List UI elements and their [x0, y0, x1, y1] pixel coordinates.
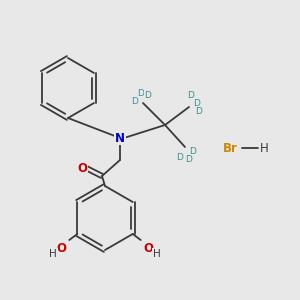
Text: O: O: [77, 161, 87, 175]
Text: D: D: [138, 88, 144, 98]
Text: H: H: [50, 249, 57, 259]
Text: D: D: [190, 146, 196, 155]
Text: D: D: [188, 92, 194, 100]
Text: Br: Br: [223, 142, 237, 154]
Text: D: D: [132, 97, 138, 106]
Text: O: O: [56, 242, 66, 254]
Text: D: D: [145, 92, 152, 100]
Text: D: D: [196, 107, 202, 116]
Text: H: H: [260, 142, 268, 154]
Text: D: D: [186, 154, 192, 164]
Text: H: H: [153, 249, 160, 259]
Text: N: N: [115, 131, 125, 145]
Text: D: D: [177, 154, 183, 163]
Text: D: D: [194, 98, 200, 107]
Text: O: O: [144, 242, 154, 254]
